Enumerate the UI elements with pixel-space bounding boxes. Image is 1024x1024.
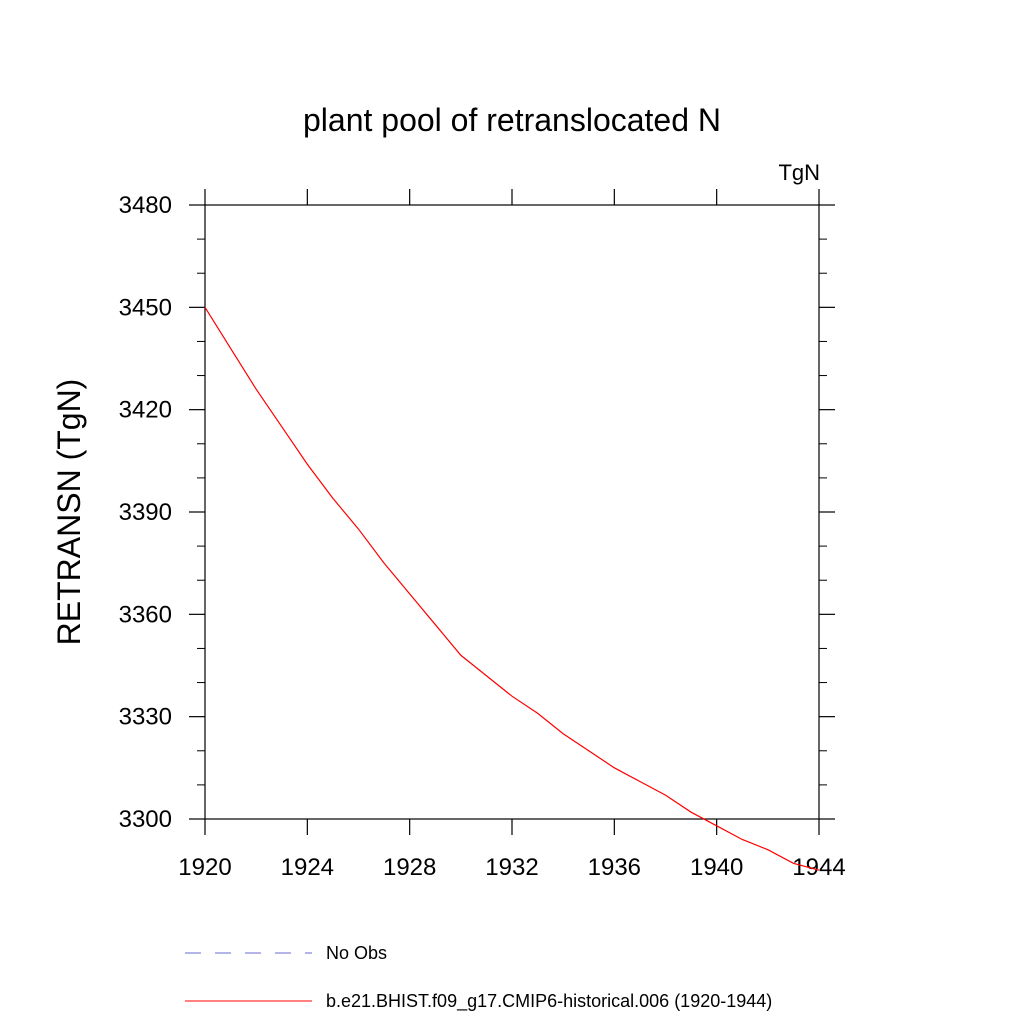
legend-label-0: No Obs (326, 943, 387, 963)
y-tick-label: 3330 (119, 704, 172, 731)
series-layer (204, 307, 820, 871)
x-tick-label: 1936 (588, 854, 641, 881)
y-tick-label: 3300 (119, 806, 172, 833)
chart-title: plant pool of retranslocated N (303, 102, 721, 138)
x-tick-label: 1940 (690, 854, 743, 881)
y-tick-label: 3480 (119, 192, 172, 219)
x-tick-label: 1924 (281, 854, 334, 881)
y-axis-label: RETRANSN (TgN) (51, 379, 87, 646)
x-tick-label: 1928 (383, 854, 436, 881)
x-tick-label: 1944 (792, 854, 845, 881)
x-tick-label: 1932 (485, 854, 538, 881)
units-label: TgN (778, 160, 820, 185)
y-tick-label: 3390 (119, 499, 172, 526)
y-tick-label: 3360 (119, 601, 172, 628)
y-tick-label: 3450 (119, 294, 172, 321)
y-tick-label: 3420 (119, 397, 172, 424)
legend-label-1: b.e21.BHIST.f09_g17.CMIP6-historical.006… (326, 991, 772, 1012)
x-tick-label: 1920 (178, 854, 231, 881)
plot-frame (204, 204, 820, 820)
axis-ticks: 1920 1924 1928 1932 1936 1940 1944 3300 3330 3360… (119, 189, 846, 881)
legend: No Obs b.e21.BHIST.f09_g17.CMIP6-historic… (185, 943, 772, 1012)
series-line-1 (204, 307, 820, 871)
